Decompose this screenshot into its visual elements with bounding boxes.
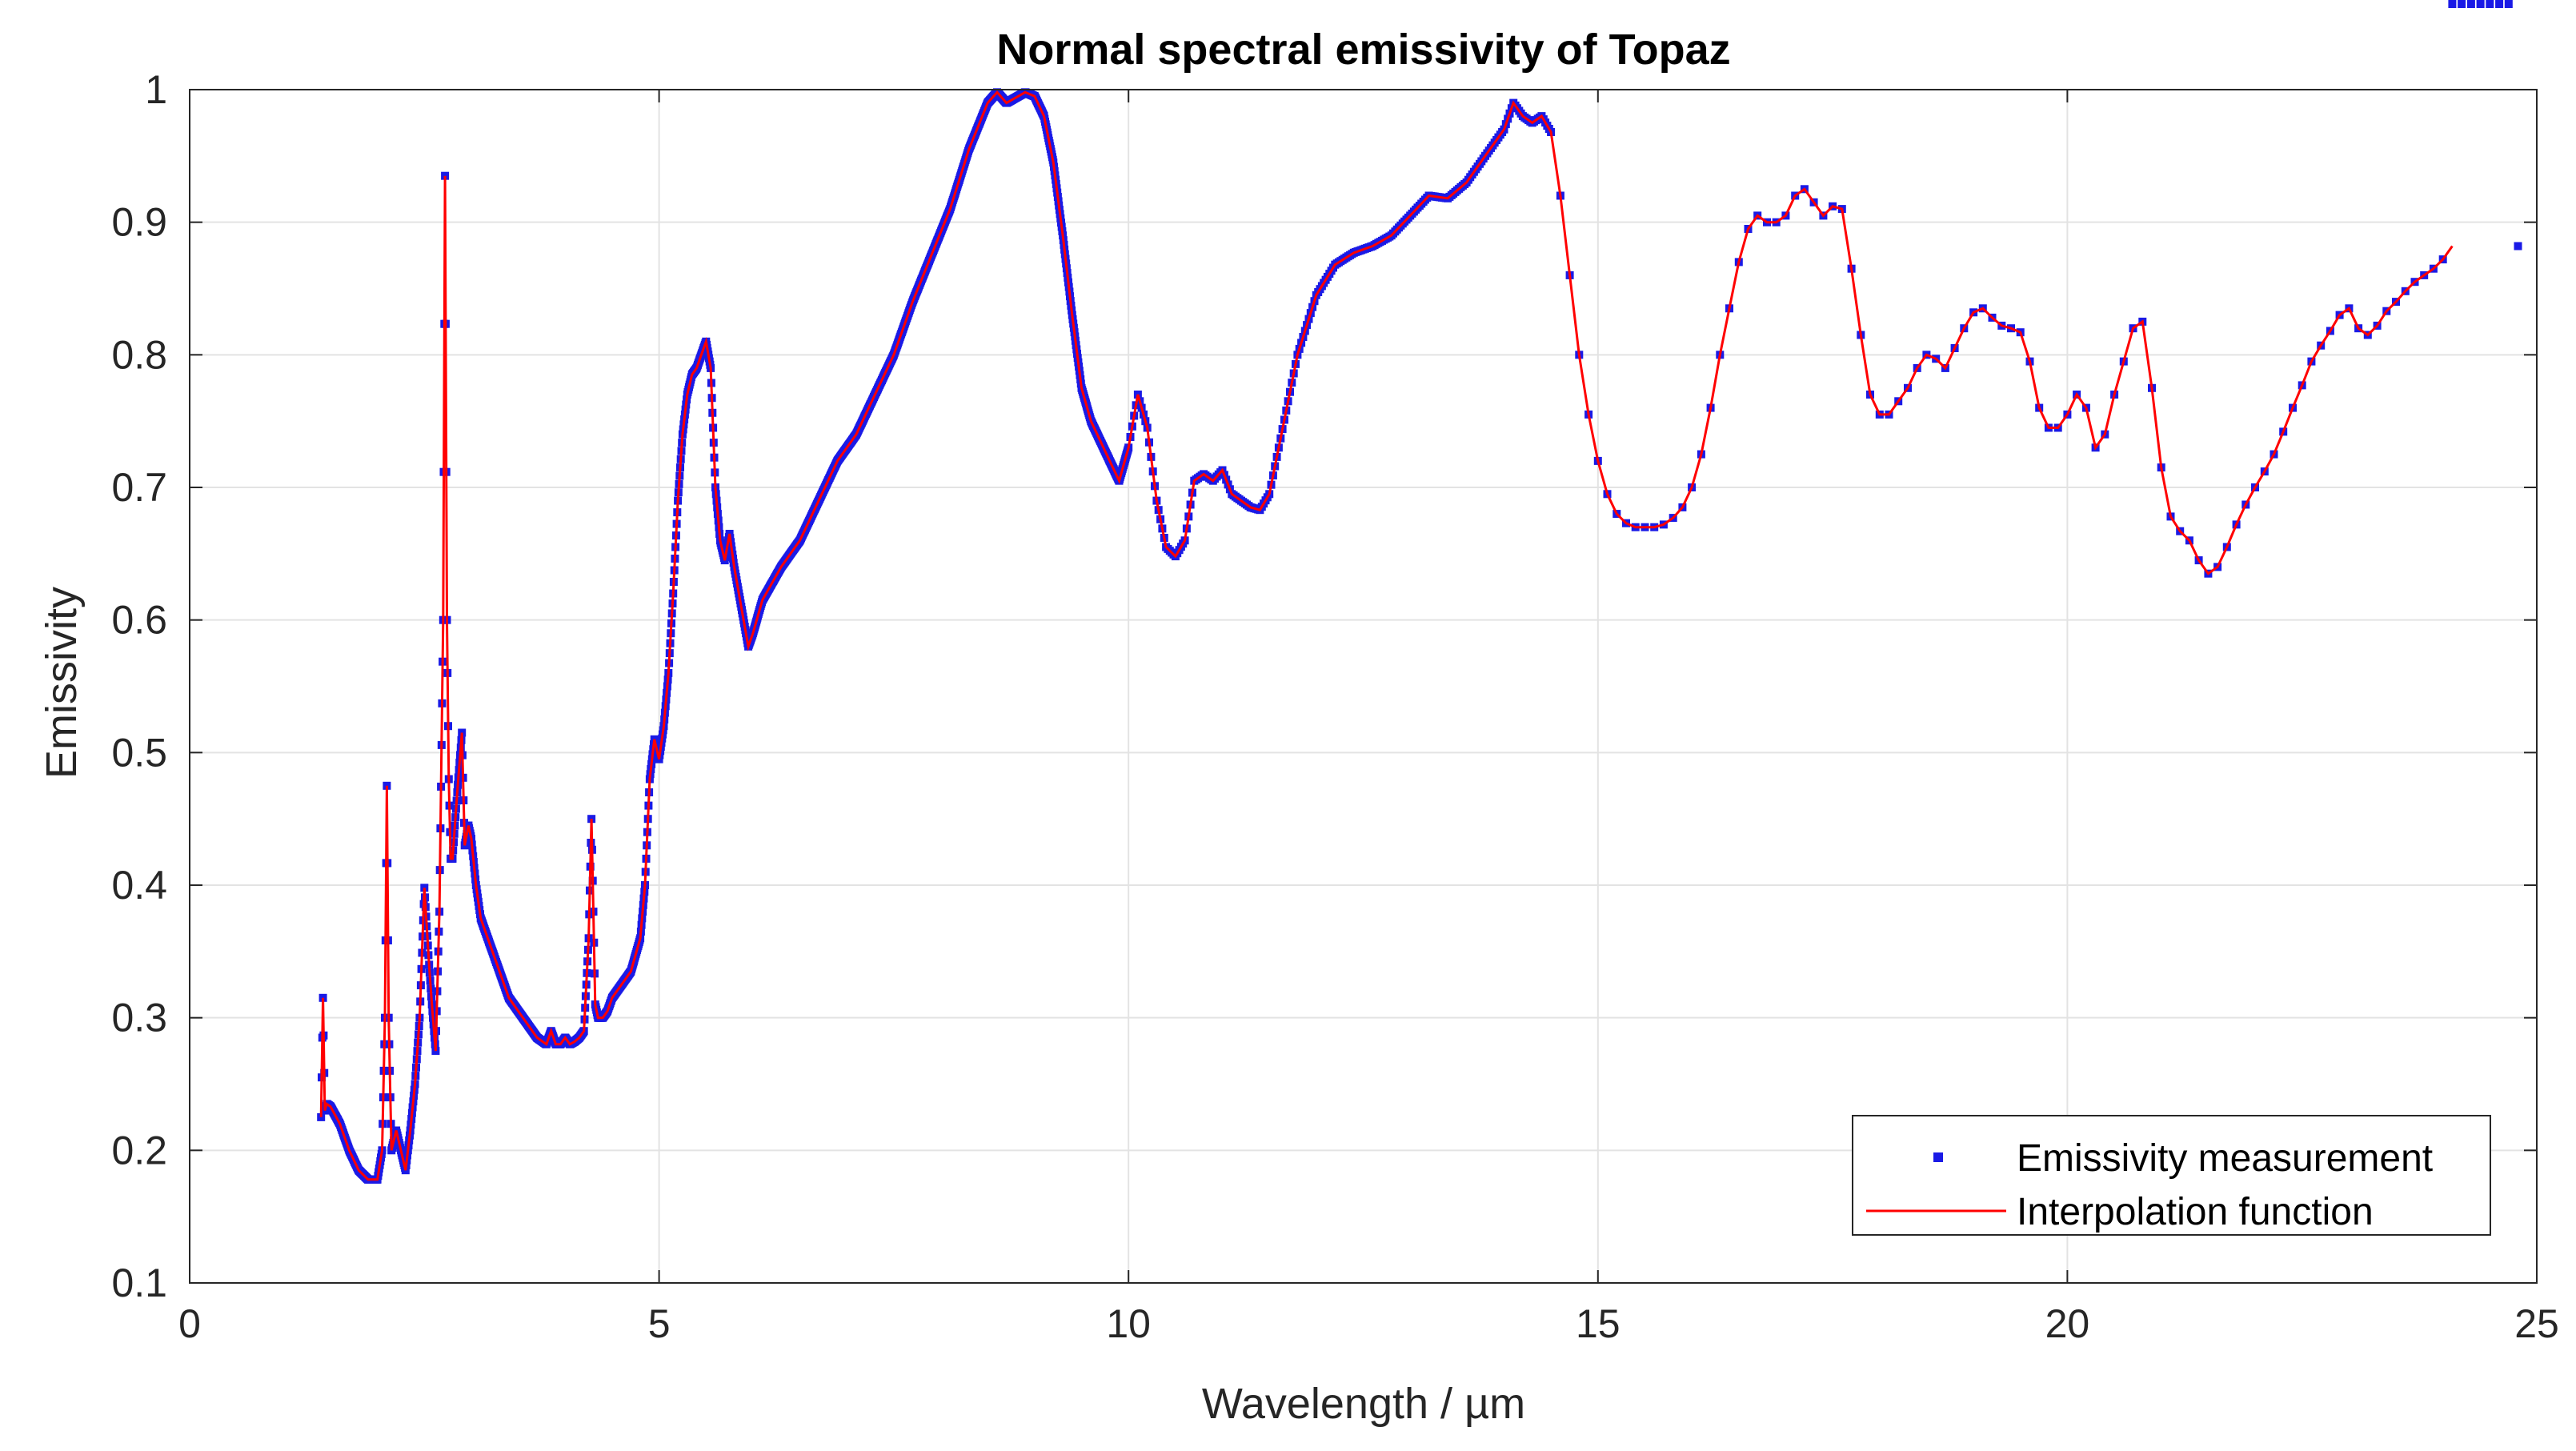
y-tick-label: 0.5 — [111, 730, 167, 775]
tick-layer: 0 5 10 15 20 25 0.1 0.2 0.3 0.4 0.5 0.6 0.7 0.8 0.9 1 — [111, 67, 2558, 1346]
y-tick-label: 0.4 — [111, 863, 167, 908]
grid-layer — [189, 89, 2538, 1284]
measurement-point — [2458, 0, 2466, 8]
x-tick-label: 15 — [1576, 1301, 1621, 1346]
y-tick-label: 0.7 — [111, 465, 167, 510]
measurement-point — [2476, 0, 2485, 8]
axes-box — [189, 89, 2538, 1284]
legend-marker-swatch — [1933, 1152, 1943, 1162]
y-tick-label: 1 — [145, 67, 167, 112]
y-tick-label: 0.3 — [111, 996, 167, 1040]
measurement-point — [2514, 242, 2522, 251]
series-layer — [317, 0, 2522, 1184]
measurement-markers — [317, 0, 2522, 1184]
y-tick-label: 0.2 — [111, 1128, 167, 1172]
x-tick-label: 0 — [178, 1301, 201, 1346]
x-axis-label: Wavelength / µm — [1202, 1380, 1525, 1428]
legend-box — [1852, 1115, 2491, 1236]
measurement-point — [2448, 0, 2457, 8]
y-tick-label: 0.9 — [111, 200, 167, 245]
measurement-point — [2466, 0, 2475, 8]
legend: Emissivity measurement Interpolation fun… — [1852, 1115, 2491, 1236]
interpolation-line — [319, 90, 2454, 1181]
chart-title: Normal spectral emissivity of Topaz — [996, 26, 1730, 74]
x-tick-label: 5 — [648, 1301, 671, 1346]
y-tick-label: 0.6 — [111, 598, 167, 643]
x-tick-label: 25 — [2514, 1301, 2559, 1346]
legend-label-interpolation: Interpolation function — [2017, 1191, 2374, 1233]
legend-label-measurement: Emissivity measurement — [2017, 1137, 2433, 1180]
measurement-point — [2486, 0, 2494, 8]
x-tick-label: 20 — [2045, 1301, 2090, 1346]
x-tick-label: 10 — [1106, 1301, 1151, 1346]
y-tick-label: 0.8 — [111, 332, 167, 377]
measurement-point — [2495, 0, 2504, 8]
y-tick-label: 0.1 — [111, 1261, 167, 1305]
measurement-point — [2504, 0, 2513, 8]
y-axis-label: Emissivity — [38, 587, 86, 779]
